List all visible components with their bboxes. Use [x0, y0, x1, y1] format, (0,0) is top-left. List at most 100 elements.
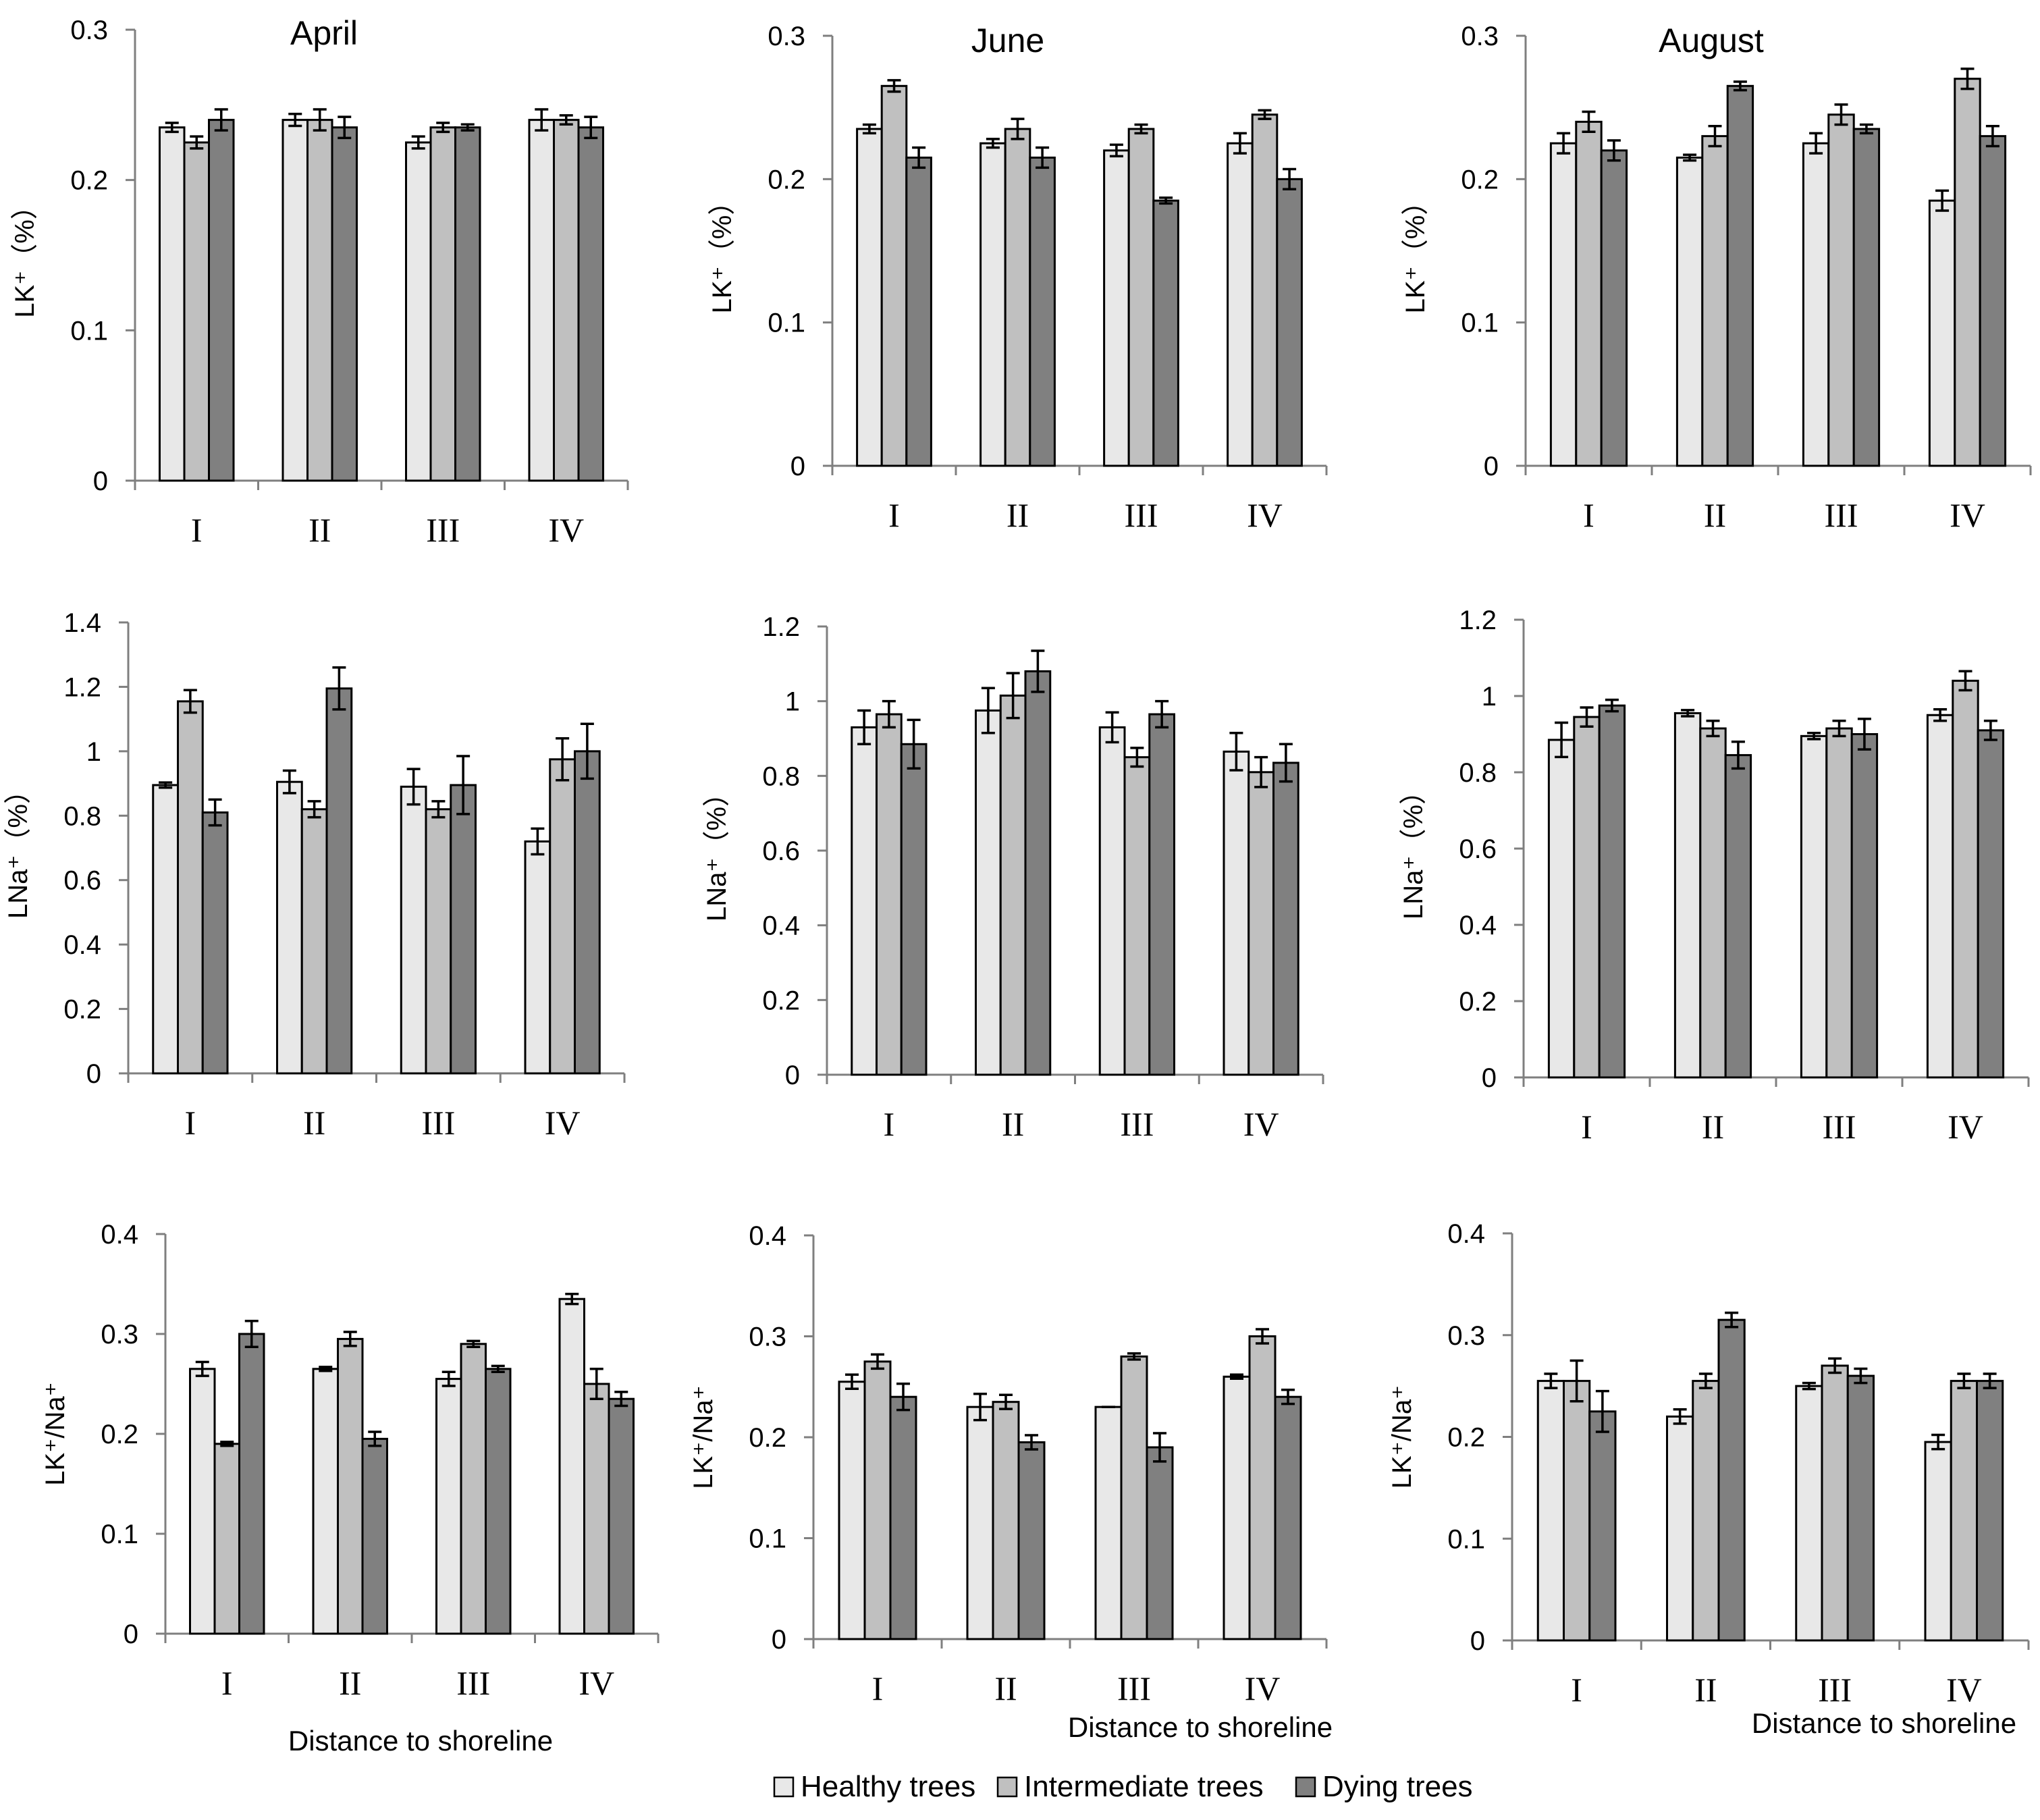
bar-dying [1717, 1318, 1746, 1642]
y-tick-label: 0.6 [63, 866, 101, 896]
error-bar-intermediate [559, 114, 573, 126]
error-bar-dying [460, 123, 475, 132]
bar-intermediate [863, 1360, 892, 1640]
bar-intermediate [583, 1383, 610, 1635]
y-axis-label: LK⁺/Na⁺ [1387, 1385, 1417, 1489]
y-tick-label: 0.1 [101, 1520, 138, 1549]
error-bar-dying [1281, 1388, 1295, 1406]
y-tick-label: 0.1 [70, 316, 108, 346]
bar-dying [1976, 1380, 2004, 1642]
bar-intermediate [549, 758, 576, 1075]
x-tick-label: IV [545, 1104, 581, 1142]
bar-intermediate [1575, 120, 1603, 467]
error-bar-intermediate [1130, 747, 1144, 768]
error-bar-dying [338, 115, 352, 140]
chart-title: August [1659, 22, 1764, 59]
error-bar-intermediate [1258, 109, 1272, 120]
legend-swatch-intermediate [996, 1776, 1018, 1798]
error-bar-healthy [1681, 709, 1695, 718]
y-tick-label: 0.3 [70, 16, 108, 45]
error-bar-healthy [195, 1360, 209, 1377]
x-tick-label: IV [1247, 496, 1283, 534]
bar-dying [1024, 670, 1052, 1076]
bar-healthy [979, 142, 1006, 467]
y-tick-label: 0 [124, 1620, 138, 1649]
error-bar-healthy [1109, 143, 1123, 158]
bar-healthy [1227, 142, 1254, 467]
x-tick-label: I [888, 496, 900, 534]
x-tick-label: II [308, 511, 331, 549]
bar-intermediate [553, 119, 580, 482]
error-bar-dying [1857, 718, 1871, 751]
error-bar-dying [368, 1430, 382, 1447]
x-tick-label: III [1117, 1669, 1151, 1707]
error-bar-intermediate [343, 1331, 357, 1347]
bar-healthy [1094, 1406, 1123, 1640]
x-tick-label: III [1120, 1105, 1154, 1143]
error-bar-dying [1733, 80, 1747, 92]
x-tick-label: IV [1245, 1669, 1281, 1707]
error-bar-dying [584, 115, 598, 140]
error-bar-intermediate [1960, 68, 1975, 90]
y-tick-label: 0 [1484, 452, 1499, 481]
bar-dying [1029, 156, 1056, 467]
error-bar-healthy [1105, 711, 1119, 744]
error-bar-healthy [973, 1392, 987, 1422]
bar-healthy [1673, 712, 1702, 1079]
y-tick-label: 0.8 [762, 761, 800, 791]
y-tick-label: 0.2 [101, 1420, 138, 1449]
bar-dying [1017, 1441, 1046, 1640]
chart-panels: 00.10.20.3I II III IVLK⁺（%）April00.10.20.3I… [3, 14, 2032, 1757]
error-bar-intermediate [1832, 719, 1846, 738]
bar-intermediate [999, 694, 1027, 1076]
bar-healthy [851, 726, 878, 1076]
bar-dying [450, 784, 477, 1075]
error-bar-dying [1983, 1372, 1997, 1389]
y-tick-label: 0.2 [1459, 987, 1497, 1017]
legend-label-dying: Dying trees [1322, 1770, 1473, 1803]
x-axis-label: Distance to shoreline [1752, 1707, 2016, 1739]
error-bar-dying [1731, 741, 1745, 770]
x-tick-label: I [1571, 1671, 1582, 1709]
bar-intermediate [1950, 1380, 1978, 1642]
error-bar-healthy [159, 781, 173, 789]
y-tick-label: 0.8 [63, 801, 101, 831]
error-bar-healthy [857, 709, 871, 746]
error-bar-healthy [411, 135, 425, 150]
bar-healthy [1800, 734, 1828, 1079]
error-bar-dying [1983, 719, 1997, 741]
x-tick-label: II [1006, 496, 1029, 534]
bar-intermediate [1120, 1355, 1148, 1640]
error-bar-intermediate [220, 1441, 234, 1447]
bar-intermediate [177, 700, 204, 1075]
x-tick-label: II [1704, 496, 1726, 534]
error-bar-intermediate [1957, 1372, 1971, 1389]
bar-dying [1850, 733, 1879, 1079]
bar-healthy [1802, 142, 1830, 467]
y-tick-label: 0 [785, 1061, 800, 1090]
error-bar-healthy [282, 769, 296, 795]
error-bar-intermediate [307, 800, 321, 819]
error-bar-healthy [862, 123, 876, 135]
bar-intermediate [1127, 128, 1155, 467]
bar-dying [905, 156, 932, 467]
y-tick-label: 1.2 [63, 672, 101, 702]
y-tick-label: 0.2 [63, 995, 101, 1025]
bar-intermediate [876, 713, 903, 1076]
bar-intermediate [1248, 1335, 1277, 1640]
error-bar-intermediate [1582, 110, 1596, 134]
error-bar-dying [1607, 139, 1621, 162]
x-tick-label: III [456, 1664, 490, 1702]
bar-dying [331, 126, 358, 482]
x-tick-label: I [1583, 496, 1594, 534]
error-bar-healthy [1807, 732, 1821, 741]
bar-dying [1276, 178, 1303, 467]
error-bar-dying [214, 108, 228, 132]
error-bar-dying [1159, 196, 1173, 205]
error-bar-healthy [535, 108, 549, 132]
legend-label-healthy: Healthy trees [801, 1770, 975, 1803]
bar-dying [201, 811, 229, 1075]
